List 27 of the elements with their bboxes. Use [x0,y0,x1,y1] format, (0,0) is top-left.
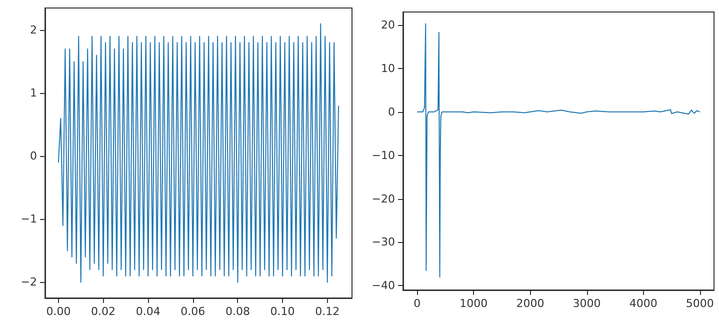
y-tick-label: 2 [30,24,37,37]
x-tick-label: 0.10 [270,305,295,318]
x-tick-label: 0.08 [225,305,250,318]
x-tick-label: 3000 [572,297,601,310]
y-tick-label: −40 [372,279,395,292]
y-tick-label: 0 [388,105,395,118]
x-tick-label: 0.06 [180,305,206,318]
y-tick-label: 0 [30,150,37,163]
x-tick-label: 0.02 [91,305,116,318]
x-tick-label: 4000 [629,297,658,310]
y-tick-label: −20 [372,192,395,206]
y-tick-label: 10 [381,62,395,75]
y-tick-label: −1 [20,212,37,226]
x-tick-label: 0.00 [46,305,71,318]
y-tick-label: −10 [372,148,395,162]
x-tick-label: 0.12 [315,305,340,318]
y-tick-label: −2 [20,276,37,289]
x-tick-label: 5000 [686,297,714,310]
line-series [58,23,340,283]
y-tick-label: 20 [381,18,395,32]
x-tick-label: 2000 [516,297,544,310]
x-tick-label: 0 [414,297,421,310]
line-series [416,23,700,278]
x-tick-label: 0.04 [136,305,160,318]
x-tick-label: 1000 [460,297,488,310]
y-tick-label: −30 [372,236,395,249]
y-tick-label: 1 [30,86,37,100]
